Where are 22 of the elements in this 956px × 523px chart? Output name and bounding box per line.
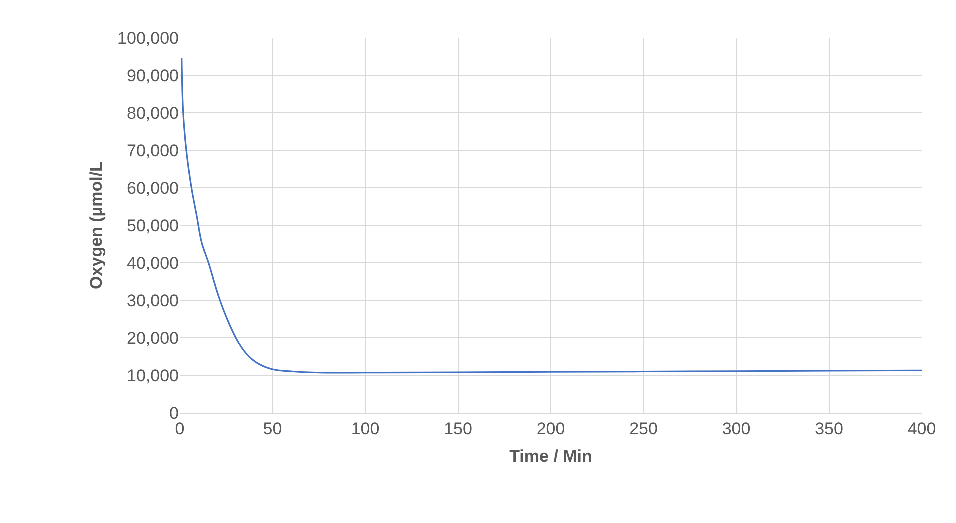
x-tick-label: 100 xyxy=(351,419,380,438)
y-tick-label: 50,000 xyxy=(127,216,179,236)
line-series xyxy=(181,57,922,374)
x-tick-label: 150 xyxy=(444,419,472,438)
y-tick-label: 90,000 xyxy=(127,66,179,86)
x-tick-label: 400 xyxy=(908,419,936,438)
y-axis-title: Oxygen (µmol/L xyxy=(87,162,106,290)
x-tick-label: 250 xyxy=(630,419,658,438)
y-tick-label: 100,000 xyxy=(118,28,179,48)
x-axis-title: Time / Min xyxy=(510,446,592,466)
y-tick-label: 20,000 xyxy=(127,328,179,348)
x-tick-label: 300 xyxy=(722,419,751,438)
y-tick-label: 80,000 xyxy=(127,104,179,123)
x-tick-label: 50 xyxy=(263,419,282,438)
y-tick-label: 30,000 xyxy=(127,291,179,310)
y-tick-label: 0 xyxy=(170,404,179,423)
x-tick-label: 200 xyxy=(536,419,566,438)
y-tick-label: 60,000 xyxy=(127,178,179,198)
y-tick-label: 70,000 xyxy=(127,141,179,160)
y-tick-label: 40,000 xyxy=(127,254,179,273)
y-tick-label: 10,000 xyxy=(127,366,179,386)
x-tick-label: 350 xyxy=(815,419,844,438)
